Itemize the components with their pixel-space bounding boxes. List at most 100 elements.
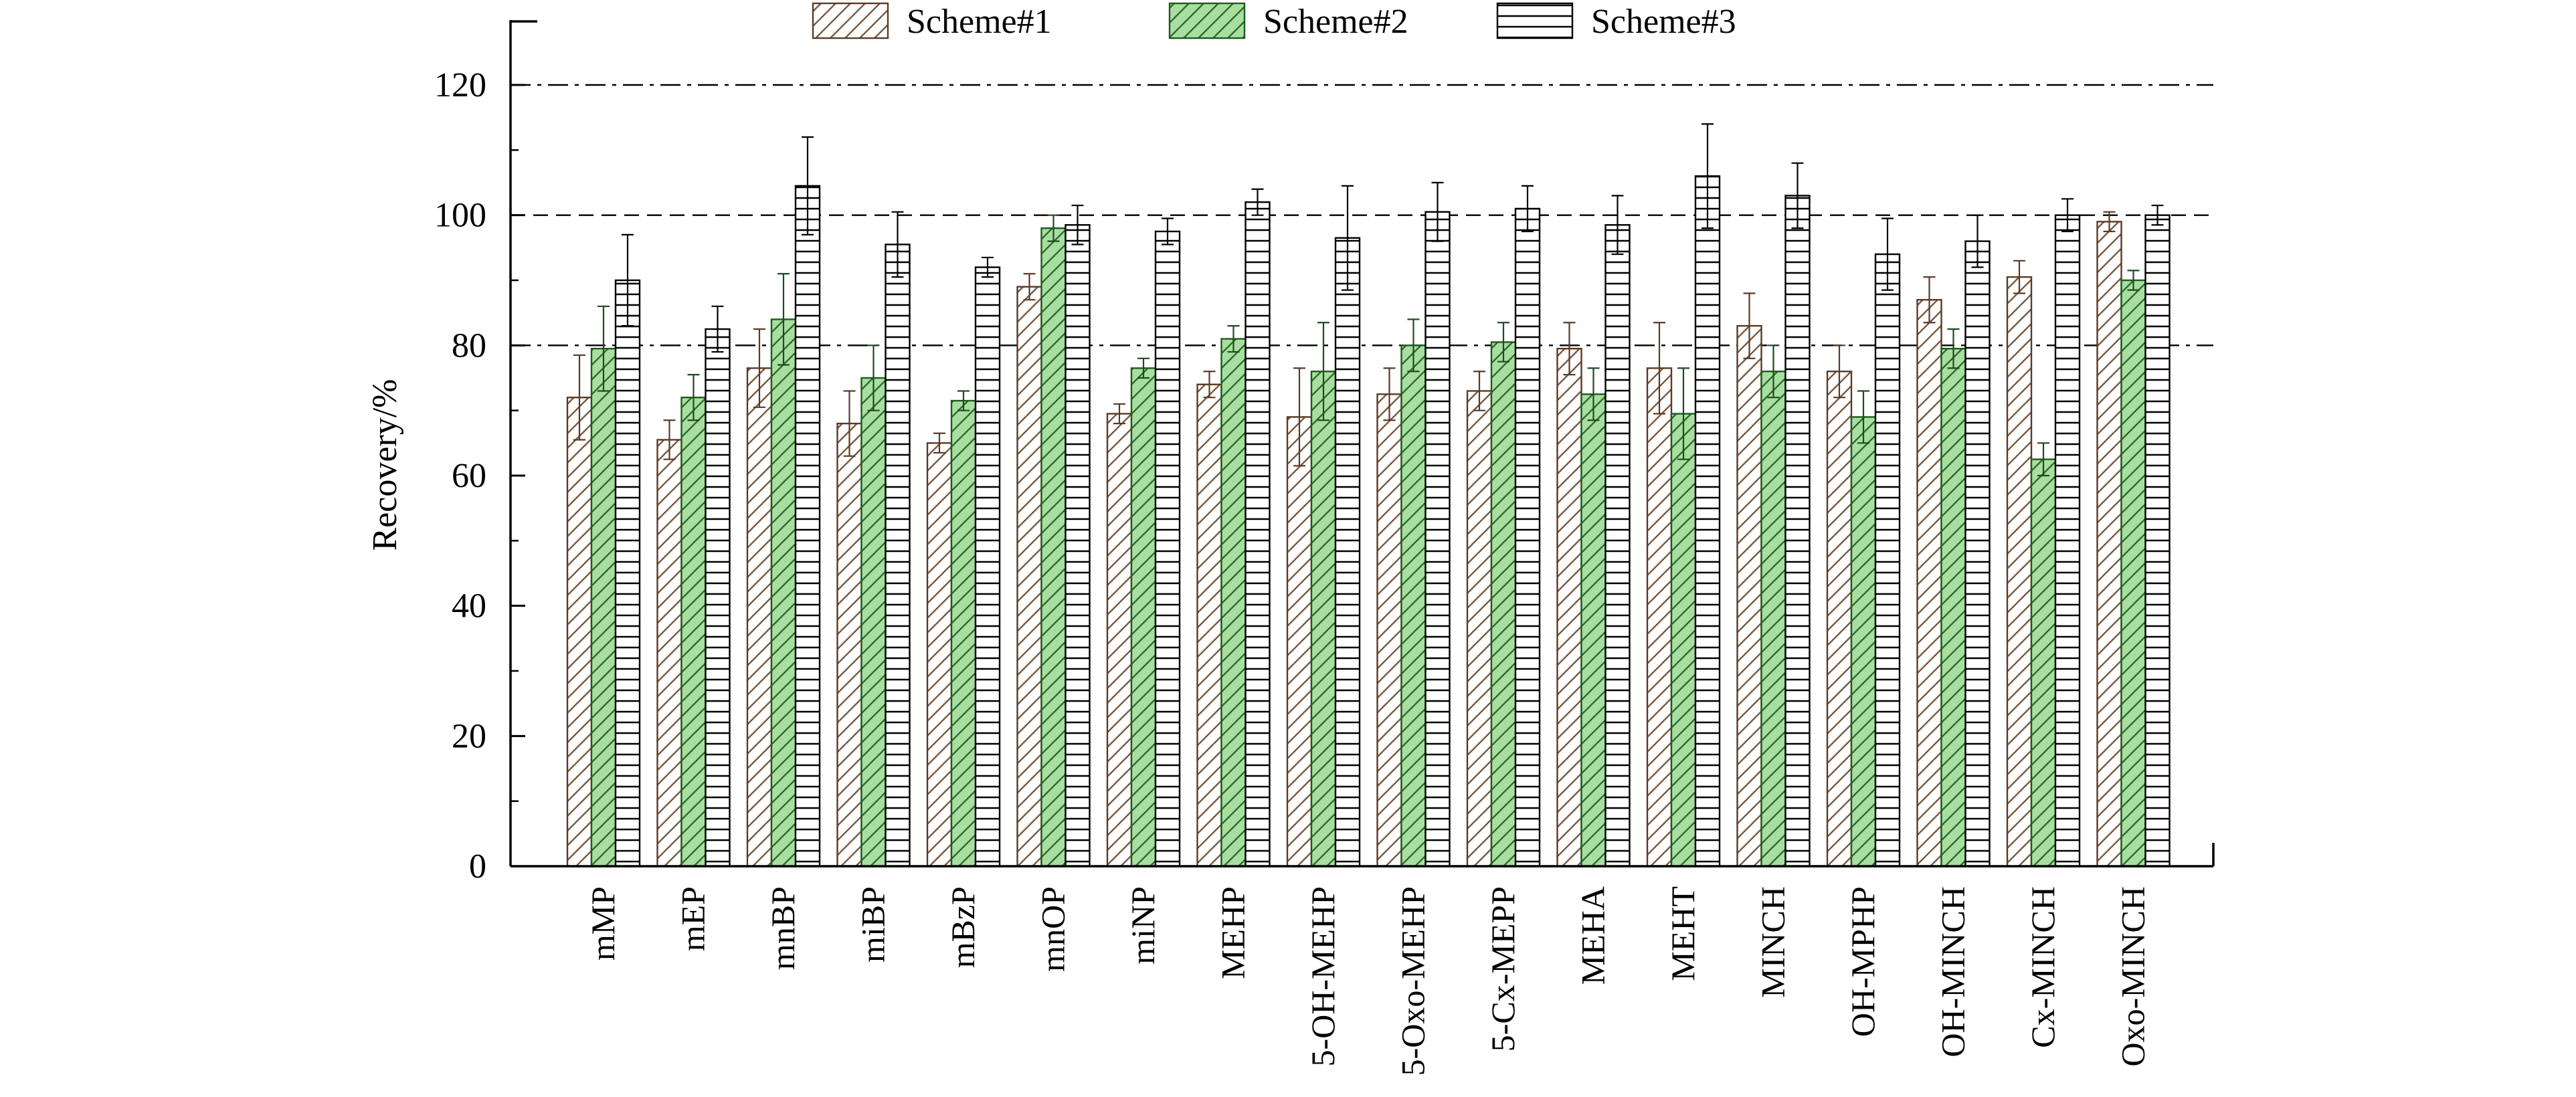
x-tick-label: MEHA xyxy=(1574,886,1612,985)
error-bar xyxy=(687,374,700,421)
error-bar xyxy=(1473,371,1485,411)
x-tick-label: OH-MPHP xyxy=(1844,886,1881,1037)
error-bar xyxy=(1881,217,1894,291)
x-tick-label: MINCH xyxy=(1754,886,1792,998)
bar-scheme-1-5-cx-mepp xyxy=(1466,390,1493,868)
y-axis-ticks: 0 20 40 60 80 100 120 xyxy=(434,66,525,886)
bar-scheme-3-mnop xyxy=(1065,224,1091,868)
error-bar xyxy=(1857,390,1869,444)
error-bar xyxy=(1203,371,1216,399)
bar-scheme-3-oh-minch xyxy=(1964,240,1991,868)
bar-scheme-1-minch xyxy=(1736,324,1762,868)
x-tick-label: mMP xyxy=(584,886,622,961)
bar-scheme-1-oh-mphp xyxy=(1826,371,1853,868)
bar-scheme-3-mep xyxy=(705,328,731,868)
reference-lines xyxy=(511,84,2213,346)
legend-item-scheme-2: Scheme#2 xyxy=(1168,2,1408,41)
bar-scheme-1-cx-minch xyxy=(2006,276,2033,868)
x-tick-label: miNP xyxy=(1124,886,1162,965)
error-bar xyxy=(867,344,880,411)
y-tick-label: 120 xyxy=(434,66,486,104)
bar-scheme-2-oxo-minch xyxy=(2120,279,2146,868)
error-bar xyxy=(1383,367,1396,421)
x-tick-label: mnOP xyxy=(1034,886,1072,972)
bar-scheme-3-meht xyxy=(1694,175,1721,868)
x-tick-label: MEHT xyxy=(1664,886,1701,981)
bar-scheme-3-5-oxo-mehp xyxy=(1424,211,1451,868)
bar-scheme-3-minp xyxy=(1154,230,1181,868)
bar-scheme-2-5-oh-mehp xyxy=(1310,371,1337,868)
error-bar xyxy=(1923,276,1936,324)
error-bar xyxy=(622,233,634,327)
bar-scheme-1-5-oxo-mehp xyxy=(1376,393,1402,868)
x-tick-label: miBP xyxy=(854,886,892,963)
bar-scheme-2-meht xyxy=(1670,413,1697,868)
error-bar xyxy=(1023,273,1036,301)
error-bar xyxy=(1071,204,1084,245)
error-bar xyxy=(753,328,765,408)
error-bar xyxy=(1611,195,1624,256)
error-bar xyxy=(1293,367,1305,467)
bar-scheme-1-meha xyxy=(1556,348,1582,868)
x-tick-label: Cx-MINCH xyxy=(2024,886,2061,1048)
error-bar xyxy=(1701,123,1714,229)
error-bar xyxy=(711,305,724,353)
bar-scheme-3-meha xyxy=(1604,224,1631,868)
error-bar xyxy=(1137,357,1149,379)
bar-scheme-2-mnop xyxy=(1040,227,1067,868)
bar-scheme-2-mnbp xyxy=(770,318,797,868)
y-tick-label: 80 xyxy=(452,326,486,365)
error-bar xyxy=(982,256,994,278)
y-tick-label: 0 xyxy=(469,847,486,886)
bar-scheme-3-oh-mphp xyxy=(1874,253,1901,868)
error-bar xyxy=(933,432,945,454)
legend-swatch xyxy=(1168,2,1246,39)
error-bar xyxy=(802,136,814,235)
error-bar xyxy=(1833,344,1845,399)
error-bar xyxy=(1047,214,1060,242)
bar-scheme-2-mep xyxy=(680,397,707,868)
error-bar xyxy=(663,419,676,460)
bar-scheme-2-5-cx-mepp xyxy=(1490,341,1517,868)
error-bar xyxy=(1497,322,1509,363)
bar-scheme-3-5-cx-mepp xyxy=(1514,207,1541,868)
bar-scheme-2-mmp xyxy=(590,348,617,868)
error-bar xyxy=(1113,403,1125,425)
bar-scheme-3-mnbp xyxy=(794,185,821,868)
error-bar xyxy=(2127,270,2140,291)
y-tick-label: 60 xyxy=(452,457,486,495)
legend-item-scheme-1: Scheme#1 xyxy=(812,2,1052,41)
bar-scheme-1-mnbp xyxy=(746,367,773,868)
bar-scheme-2-oh-mphp xyxy=(1850,416,1877,868)
bar-scheme-1-mbzp xyxy=(926,442,953,868)
error-bar xyxy=(597,305,610,392)
x-tick-label: Oxo-MINCH xyxy=(2114,886,2152,1066)
legend-label: Scheme#2 xyxy=(1263,3,1408,41)
error-bar xyxy=(1947,328,1960,369)
bar-scheme-3-mmp xyxy=(614,279,641,868)
legend-label: Scheme#3 xyxy=(1591,3,1736,41)
bar-scheme-2-mehp xyxy=(1220,338,1247,868)
error-bar xyxy=(1251,188,1264,216)
error-bar xyxy=(1317,322,1329,421)
error-bar xyxy=(957,390,970,411)
bar-scheme-1-mnop xyxy=(1016,286,1042,868)
error-bars-group xyxy=(573,123,2164,477)
error-bar xyxy=(1767,344,1780,399)
error-bar xyxy=(1162,217,1174,245)
error-bar xyxy=(891,211,904,278)
bar-scheme-1-oh-minch xyxy=(1916,299,1942,868)
bar-scheme-1-meht xyxy=(1646,367,1673,868)
bar-scheme-2-5-oxo-mehp xyxy=(1400,344,1427,868)
legend-swatch xyxy=(812,2,889,39)
error-bar xyxy=(1677,367,1689,460)
bar-scheme-1-mehp xyxy=(1196,383,1222,868)
error-bar xyxy=(1791,162,1804,229)
error-bar xyxy=(1563,322,1576,376)
axes-group xyxy=(509,20,2215,868)
error-bar xyxy=(1342,185,1354,291)
bar-scheme-1-5-oh-mehp xyxy=(1286,416,1313,868)
error-bar xyxy=(1653,322,1665,415)
